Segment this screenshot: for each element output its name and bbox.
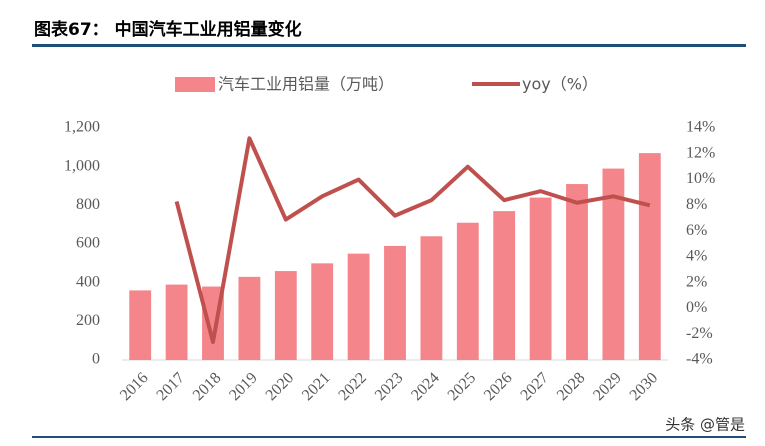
- title-rule: [32, 44, 746, 47]
- y-tick-label: 200: [76, 312, 100, 329]
- y2-tick-label: 0%: [686, 299, 707, 316]
- y2-tick-label: -4%: [686, 351, 713, 368]
- legend-label: 汽车工业用铝量（万吨）: [218, 75, 394, 94]
- y2-tick-label: 8%: [686, 196, 707, 213]
- bar: [420, 236, 443, 360]
- x-tick-label: 2029: [590, 369, 625, 404]
- x-tick-label: 2021: [299, 369, 334, 404]
- y2-tick-label: 10%: [686, 170, 715, 187]
- bar: [456, 222, 479, 360]
- bar: [238, 276, 261, 360]
- chart-title: 图表67： 中国汽车工业用铝量变化: [34, 19, 302, 40]
- bar: [311, 263, 334, 360]
- y2-tick-label: 2%: [686, 273, 707, 290]
- y-tick-label: 0: [92, 351, 100, 368]
- x-tick-label: 2027: [517, 369, 552, 404]
- line: [174, 136, 651, 344]
- x-tick-label: 2022: [335, 369, 370, 404]
- x-tick-label: 2016: [117, 369, 152, 404]
- bar: [129, 290, 152, 360]
- x-tick-label: 2023: [372, 369, 407, 404]
- x-tick-label: 2018: [190, 369, 225, 404]
- x-tick-label: 2026: [481, 369, 516, 404]
- y2-tick-label: 4%: [686, 248, 707, 265]
- x-tick-label: 2017: [153, 369, 188, 404]
- y2-tick-label: 6%: [686, 222, 707, 239]
- legend-swatch: [175, 77, 215, 92]
- bar: [638, 153, 661, 360]
- legend-label: yoy（%）: [522, 75, 598, 94]
- y-tick-label: 400: [76, 273, 100, 290]
- y2-tick-label: 14%: [686, 119, 715, 136]
- y-tick-label: 1,000: [64, 157, 100, 174]
- x-tick-label: 2030: [627, 369, 662, 404]
- bar: [602, 168, 625, 360]
- y-tick-label: 600: [76, 235, 100, 252]
- bottom-rule: [32, 436, 746, 438]
- y2-tick-label: -2%: [686, 325, 713, 342]
- x-tick-label: 2028: [554, 369, 589, 404]
- x-tick-label: 2019: [226, 369, 261, 404]
- x-tick-label: 2025: [445, 369, 480, 404]
- watermark: 头条 @管是: [665, 416, 745, 434]
- bar: [347, 253, 370, 360]
- bar: [274, 271, 297, 360]
- y-tick-label: 800: [76, 196, 100, 213]
- bar: [529, 197, 552, 360]
- bar: [165, 284, 188, 360]
- bar: [384, 245, 406, 360]
- x-tick-label: 2020: [263, 369, 298, 404]
- x-tick-label: 2024: [408, 369, 443, 404]
- bar: [493, 211, 516, 360]
- y2-tick-label: 12%: [686, 144, 715, 161]
- bar: [566, 184, 588, 360]
- y-tick-label: 1,200: [64, 119, 100, 136]
